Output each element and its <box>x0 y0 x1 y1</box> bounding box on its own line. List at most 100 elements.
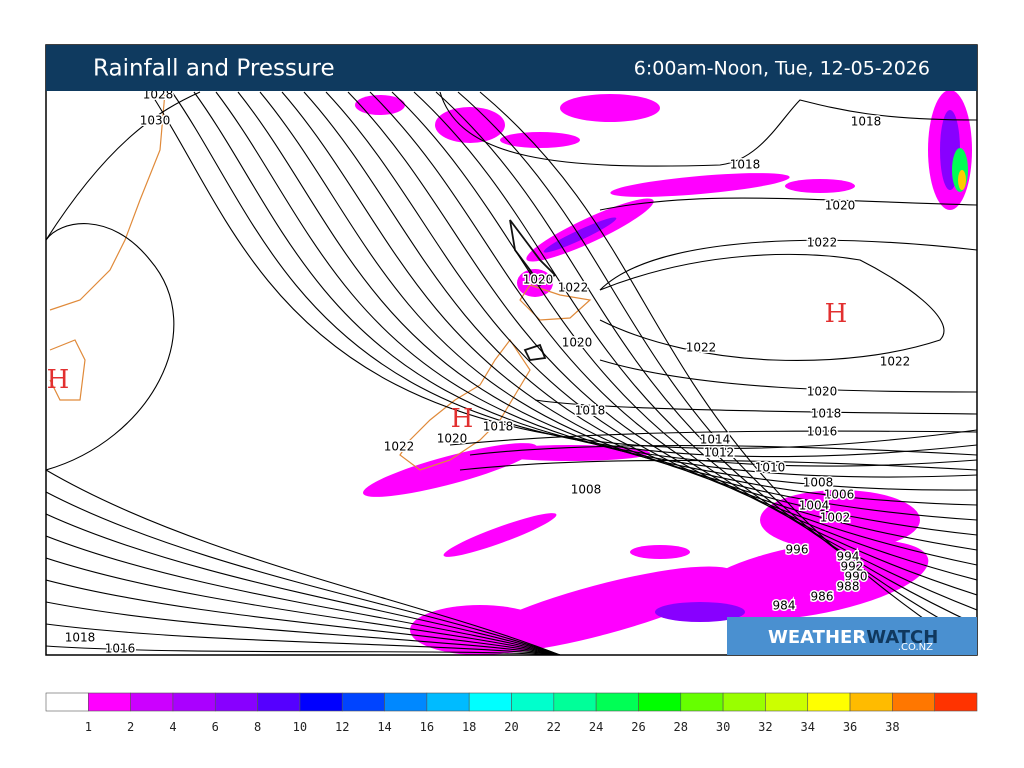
isobar <box>46 513 561 655</box>
isobar-label: 1020 <box>562 336 593 350</box>
legend-swatch <box>511 692 555 712</box>
legend-swatch <box>468 692 512 712</box>
isobar-label: 1022 <box>384 440 415 454</box>
legend-label: 24 <box>589 720 603 734</box>
legend-label: 28 <box>674 720 688 734</box>
isobar-label: 1018 <box>851 115 882 129</box>
pressure-system: H <box>451 404 474 434</box>
isobar-label: 1020 <box>437 432 468 446</box>
isobar-label: 988 <box>837 580 860 594</box>
isobar-label: 990 <box>845 570 868 584</box>
isobar <box>459 459 977 471</box>
legend-label: 34 <box>801 720 815 734</box>
legend-swatch <box>595 692 639 712</box>
isobar <box>439 91 977 167</box>
pressure-system: H <box>825 299 848 329</box>
legend-label: 32 <box>758 720 772 734</box>
coastline <box>49 91 592 471</box>
isobar <box>46 623 561 655</box>
isobar <box>259 91 977 506</box>
legend-swatch <box>426 692 470 712</box>
isobar <box>193 91 977 467</box>
legend-label: 14 <box>377 720 391 734</box>
isobar-label: 1008 <box>571 483 602 497</box>
legend-swatch <box>257 692 301 712</box>
legend-swatch <box>765 692 809 712</box>
legend-label: 6 <box>212 720 219 734</box>
isobar-label: 1004 <box>799 499 830 513</box>
legend-swatch <box>680 692 724 712</box>
legend-label: 20 <box>504 720 518 734</box>
isobar-label: 1010 <box>755 461 786 475</box>
legend-label: 26 <box>631 720 645 734</box>
legend-label: 10 <box>293 720 307 734</box>
isobar <box>171 91 977 458</box>
legend-swatch <box>638 692 682 712</box>
isobar <box>46 469 561 655</box>
isobar-label: 994 <box>837 550 860 564</box>
legend-swatch <box>45 692 89 712</box>
isobar <box>369 91 977 581</box>
legend-swatch <box>807 692 851 712</box>
pressure-system: H <box>47 365 70 395</box>
legend-label: 1 <box>85 720 92 734</box>
header-bar <box>46 45 977 91</box>
isobar-label: 1014 <box>700 433 731 447</box>
isobar-label: 1018 <box>811 407 842 421</box>
isobar <box>479 91 977 655</box>
isobar <box>46 557 561 655</box>
isobar-label: 992 <box>841 560 864 574</box>
isobar-label: 1018 <box>483 420 514 434</box>
isobar <box>46 601 561 655</box>
legend-label: 38 <box>885 720 899 734</box>
isobar <box>281 91 977 521</box>
isobar-label: 1020 <box>523 273 554 287</box>
isobar-label: 1020 <box>807 385 838 399</box>
legend-swatch <box>88 692 131 712</box>
legend-swatch <box>130 692 174 712</box>
legend-label: 4 <box>169 720 176 734</box>
legend-swatch <box>299 692 343 712</box>
isobar-label: 1022 <box>880 355 911 369</box>
isobar <box>46 91 201 241</box>
legend-label: 18 <box>462 720 476 734</box>
isobar-label: 1006 <box>824 488 855 502</box>
isobar <box>534 399 977 415</box>
legend-label: 30 <box>716 720 730 734</box>
isobar-label: 1022 <box>686 341 717 355</box>
isobar-label: 1030 <box>140 114 171 128</box>
logo-box <box>727 617 977 655</box>
legend-label: 2 <box>127 720 134 734</box>
isobar <box>599 239 977 291</box>
isobar-label: 986 <box>811 590 834 604</box>
isobar-label: 1028 <box>143 88 174 102</box>
isobar <box>149 91 977 449</box>
isobar-label: 1018 <box>65 631 96 645</box>
legend-label: 12 <box>335 720 349 734</box>
isobar-label: 1020 <box>825 199 856 213</box>
isobar-label: 1016 <box>105 642 136 656</box>
isobar-label: 1016 <box>807 425 838 439</box>
isobar-label: 984 <box>773 599 796 613</box>
legend-label: 22 <box>547 720 561 734</box>
isobar-label: 996 <box>786 543 809 557</box>
isobar-label: 1022 <box>558 281 589 295</box>
legend-label: 16 <box>420 720 434 734</box>
isobar-label: 1008 <box>803 476 834 490</box>
legend-swatch <box>341 692 385 712</box>
isobar-label: 1002 <box>820 511 851 525</box>
logo-brand-2: WATCH <box>866 627 938 648</box>
isobar <box>46 535 561 655</box>
isobar-label: 1022 <box>807 236 838 250</box>
isobar <box>469 444 977 456</box>
header-time: 6:00am-Noon, Tue, 12-05-2026 <box>634 58 930 80</box>
isobar <box>599 359 977 393</box>
isobars <box>46 91 977 655</box>
legend-swatch <box>934 692 978 712</box>
legend-swatch <box>553 692 597 712</box>
isobar <box>347 91 977 566</box>
logo-domain: .CO.NZ <box>898 642 933 653</box>
logo-brand: WEATHERWATCH <box>768 627 938 648</box>
isobar <box>599 197 977 211</box>
